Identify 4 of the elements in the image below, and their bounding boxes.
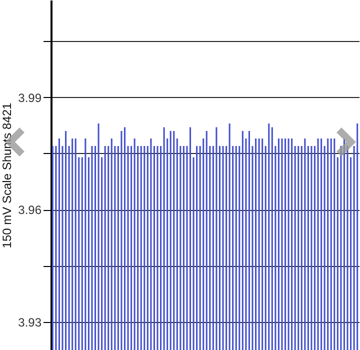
y-axis-title: 150 mV Scale Shunts 8421 xyxy=(0,102,14,248)
y-tick-label: 3.99 xyxy=(18,90,42,105)
y-tick-label: 3.93 xyxy=(18,315,42,330)
y-tick-label: 3.96 xyxy=(18,203,42,218)
